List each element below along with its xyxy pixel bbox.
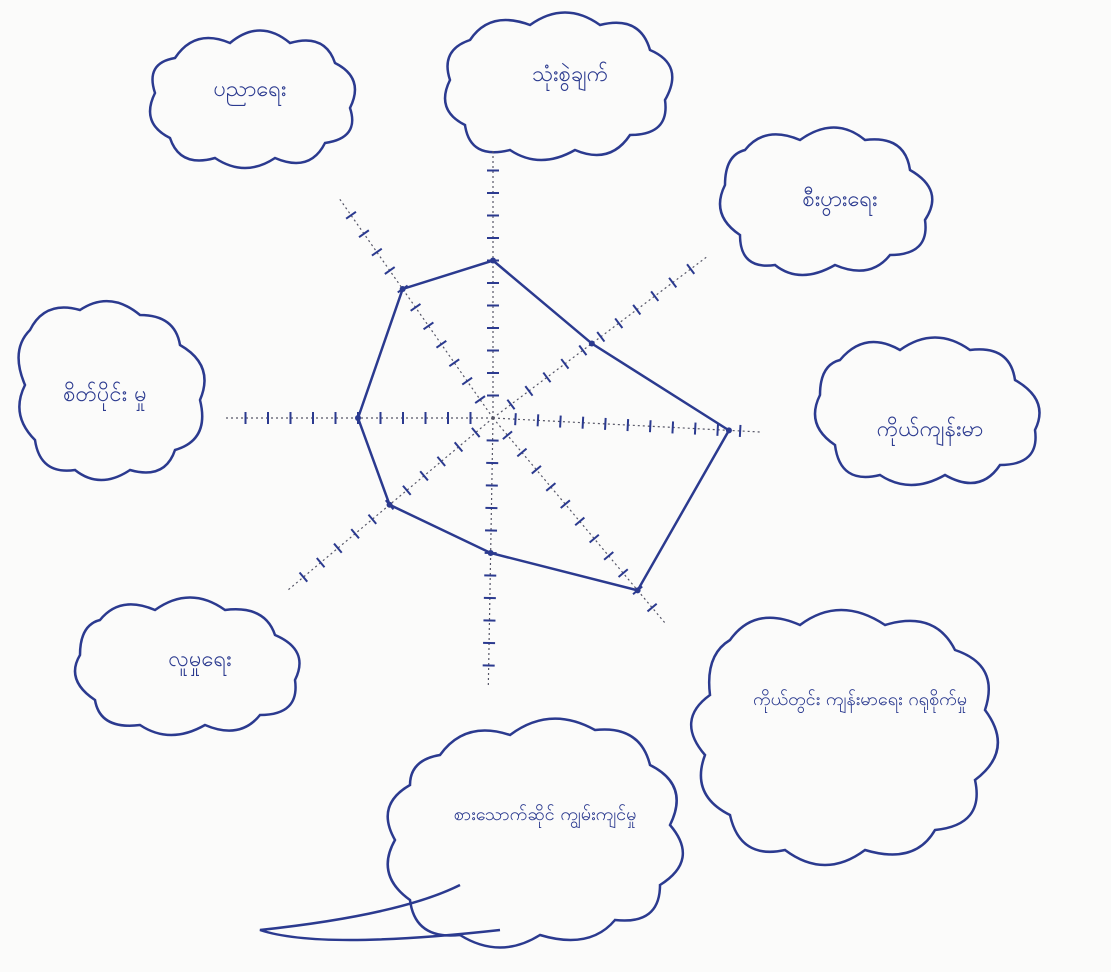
tick-mark — [617, 568, 629, 578]
clouds — [17, 11, 1041, 949]
tick-mark — [716, 423, 720, 436]
axis-label: စီးပွားရေး — [802, 186, 877, 217]
tick-mark — [646, 602, 658, 613]
cloud — [386, 717, 685, 949]
tick-mark — [604, 417, 607, 430]
vertex — [634, 587, 641, 594]
tick-mark — [402, 485, 412, 496]
cloud — [813, 336, 1041, 487]
vertex — [355, 415, 361, 421]
vertex — [725, 427, 732, 434]
tick-mark — [358, 229, 370, 238]
vertex — [588, 340, 595, 347]
cloud — [443, 11, 674, 162]
tick-mark — [542, 371, 552, 383]
tick-mark — [581, 416, 585, 429]
tick-mark — [560, 499, 571, 509]
tick-mark — [516, 447, 528, 458]
tick-mark — [474, 395, 486, 404]
tick-mark — [345, 210, 357, 220]
tick-mark — [559, 415, 562, 428]
tick-mark — [524, 385, 534, 397]
tick-mark — [588, 534, 600, 544]
tick-mark — [419, 470, 429, 482]
tick-mark — [650, 290, 660, 302]
axis-label: စားသောက်ဆိုင် ကျွမ်းကျင်မှု — [454, 804, 637, 829]
tick-mark — [536, 414, 540, 427]
tick-mark — [514, 413, 517, 426]
axis-label: လူမှုရေး — [168, 647, 231, 676]
tick-mark — [686, 263, 696, 275]
tick-mark — [502, 430, 513, 440]
tick-mark — [316, 557, 326, 568]
cloud — [689, 608, 1000, 867]
tick-mark — [693, 422, 697, 435]
tick-mark — [632, 304, 642, 316]
tick-mark — [435, 340, 447, 349]
cloud — [73, 596, 301, 737]
tick-mark — [333, 542, 343, 554]
tick-mark — [436, 456, 446, 467]
tick-mark — [671, 421, 675, 434]
tick-mark — [506, 399, 516, 410]
tick-mark — [560, 358, 570, 370]
tick-mark — [648, 420, 652, 433]
tick-mark — [371, 247, 383, 257]
stray-stroke — [259, 883, 501, 942]
axis-label: ကိုယ်တွင်း ကျန်းမာရေး ဂရုစိုက်မှု — [753, 689, 967, 713]
tick-mark — [626, 419, 630, 432]
tick-mark — [668, 277, 678, 288]
tick-mark — [448, 358, 460, 367]
axis-label: စိတ်ပိုင်း မှု — [63, 381, 147, 411]
tick-mark — [384, 266, 396, 275]
axis-label: ပညာရေး — [213, 77, 286, 106]
vertex — [490, 257, 496, 264]
axis-label: သုံးစွဲချက် — [532, 61, 609, 92]
vertex — [386, 501, 393, 508]
cloud — [17, 299, 206, 482]
vertex — [399, 285, 406, 292]
tick-mark — [738, 424, 742, 437]
tick-mark — [596, 331, 606, 343]
vertex — [487, 549, 494, 556]
tick-mark — [367, 513, 377, 525]
tick-mark — [422, 321, 434, 331]
tick-mark — [574, 516, 586, 527]
tick-mark — [471, 427, 481, 438]
tick-mark — [578, 344, 588, 356]
cloud — [148, 29, 357, 170]
tick-mark — [350, 528, 360, 539]
axis-label: ကိုယ်ကျန်းမာ — [877, 416, 983, 446]
tick-mark — [614, 317, 624, 329]
tick-mark — [603, 551, 614, 561]
tick-mark — [545, 482, 557, 492]
tick-mark — [410, 303, 422, 312]
tick-mark — [298, 571, 309, 583]
tick-mark — [461, 376, 473, 386]
tick-mark — [531, 465, 542, 475]
tick-mark — [453, 441, 464, 453]
cloud — [718, 126, 934, 277]
